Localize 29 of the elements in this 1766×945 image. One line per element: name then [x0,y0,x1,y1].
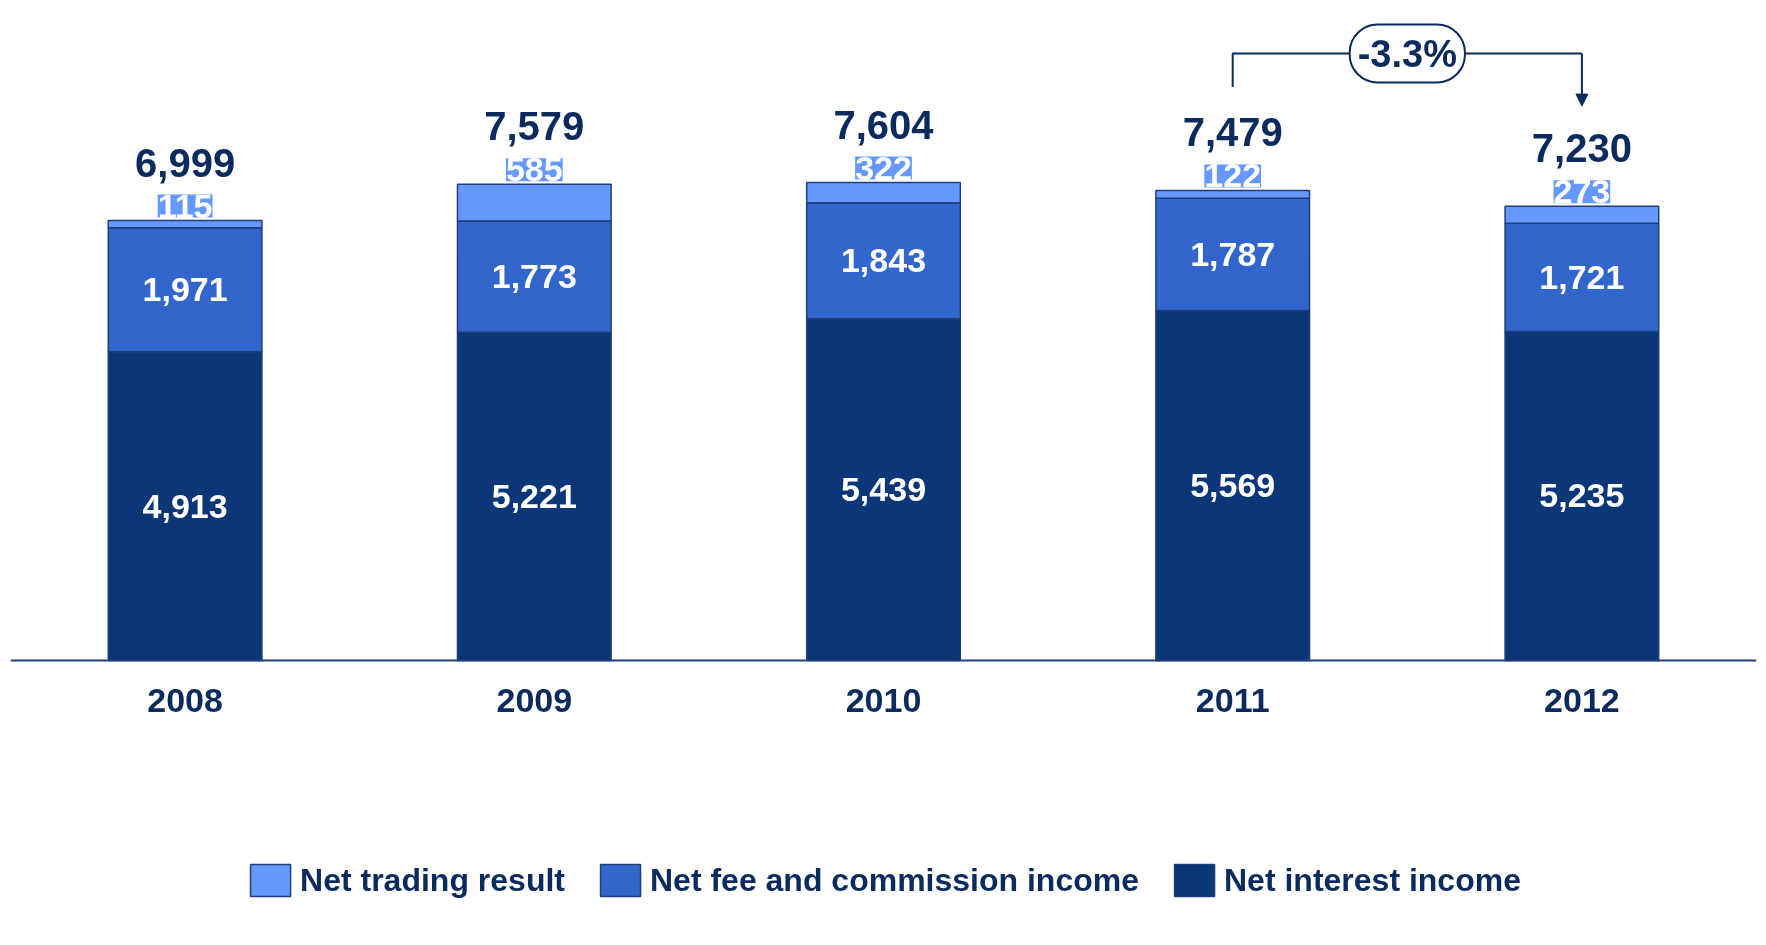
total-label: 7,604 [833,102,935,147]
total-label: 7,230 [1531,126,1632,171]
data-label: 115 [157,186,213,225]
legend-label: Net fee and commission income [649,861,1139,899]
x-tick-label: 2011 [1195,680,1270,719]
data-label: 273 [1553,172,1611,211]
data-label: 4,913 [142,486,228,525]
data-label: 1,843 [840,241,927,280]
data-label: 585 [505,150,563,189]
total-label: 7,479 [1182,110,1283,155]
data-label: 322 [855,148,912,187]
total-label: 7,579 [484,104,585,149]
x-tick-label: 2008 [147,680,223,719]
data-label: 1,773 [491,257,577,296]
data-label: 5,235 [1539,476,1625,515]
data-label: 1,721 [1539,257,1625,296]
total-label: 6,999 [135,140,236,185]
x-tick-label: 2009 [496,680,573,719]
data-label: 5,439 [840,470,927,509]
legend-label: Net trading result [300,861,565,899]
x-tick-label: 2012 [1544,680,1620,719]
data-label: 122 [1204,156,1262,195]
text: -3.3% [1357,32,1457,75]
data-label: 1,971 [142,270,228,309]
data-label: 5,569 [1190,465,1276,504]
legend-label: Net interest income [1223,861,1521,899]
x-tick-label: 2010 [845,680,922,719]
data-label: 5,221 [491,476,577,515]
data-label: 1,787 [1190,234,1276,273]
